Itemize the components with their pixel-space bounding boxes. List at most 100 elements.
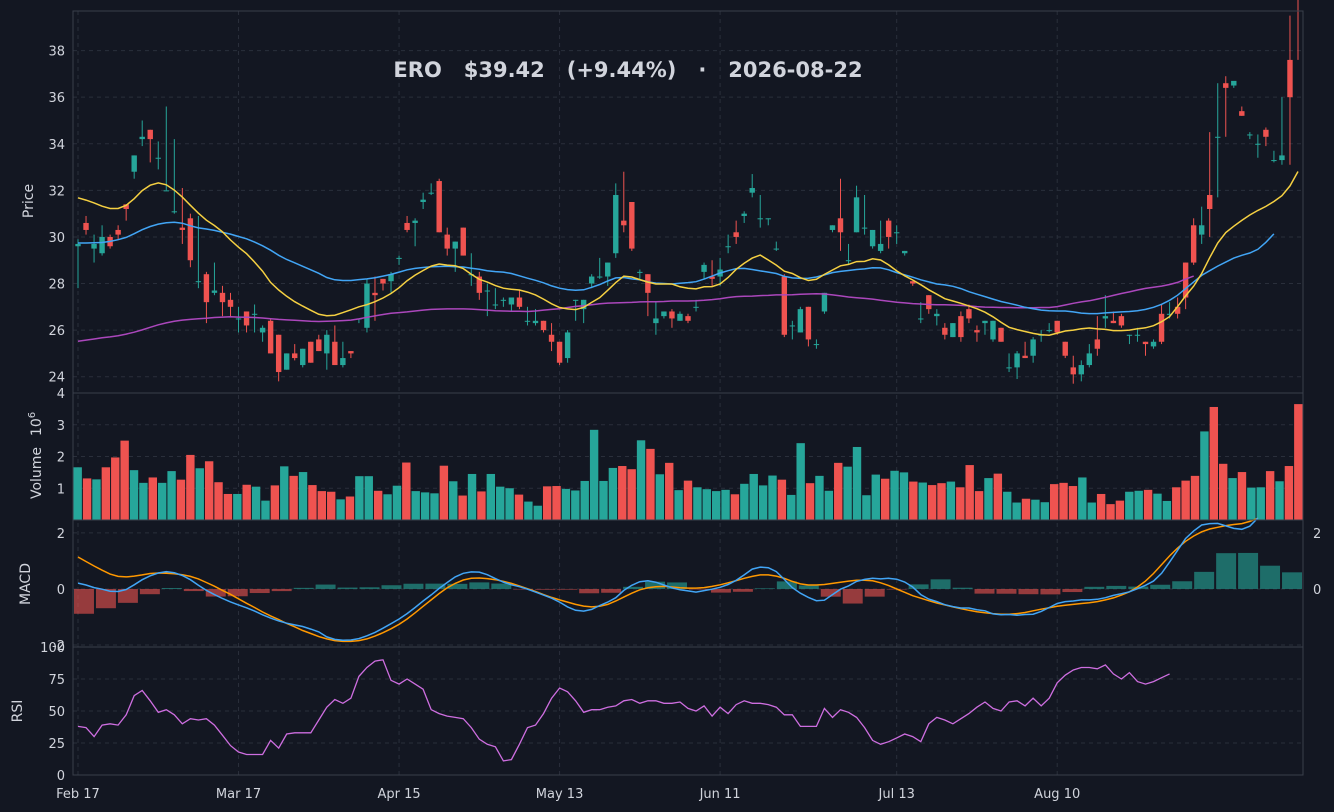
candle-body bbox=[1215, 136, 1221, 138]
volume-bar bbox=[787, 494, 796, 520]
volume-bar bbox=[683, 480, 693, 520]
candle-body bbox=[1102, 316, 1109, 319]
candle-body bbox=[789, 325, 796, 327]
candle-body bbox=[934, 313, 940, 317]
macd-histogram-bar bbox=[996, 588, 1017, 594]
candle-body bbox=[998, 327, 1004, 342]
volume-bar bbox=[1003, 491, 1012, 520]
macd-histogram-bar bbox=[425, 583, 446, 589]
volume-bar bbox=[317, 491, 327, 520]
candle-body bbox=[733, 232, 739, 237]
volume-bar bbox=[655, 474, 665, 520]
volume-bar bbox=[824, 490, 834, 520]
axis-ticks: Feb 17 Mar 17 Apr 15 May 13 Jun 11 Jul 13 Aug … bbox=[40, 45, 1321, 802]
candle-body bbox=[1118, 316, 1125, 326]
volume-bar bbox=[974, 491, 984, 520]
volume-bar bbox=[533, 505, 542, 520]
candle-body bbox=[693, 306, 699, 308]
candle-body bbox=[292, 353, 298, 359]
candle-body bbox=[187, 218, 194, 261]
x-tick-label: May 13 bbox=[536, 787, 584, 802]
volume-bar bbox=[1265, 471, 1275, 520]
rsi-axis-label: RSI bbox=[10, 700, 26, 723]
volume-tick-label: 3 bbox=[57, 419, 65, 434]
candle-body bbox=[364, 283, 370, 328]
candle-body bbox=[1190, 225, 1197, 263]
candle-body bbox=[701, 264, 707, 272]
sma-slow-line bbox=[77, 275, 1194, 343]
candle-body bbox=[420, 199, 426, 202]
candle-body bbox=[580, 299, 587, 310]
volume-bar bbox=[280, 466, 289, 520]
candle-body bbox=[1006, 367, 1012, 369]
macd-histogram-bar bbox=[623, 586, 644, 589]
candle-body bbox=[548, 334, 555, 342]
candle-body bbox=[275, 334, 282, 373]
macd-histogram-bar bbox=[1260, 565, 1281, 589]
macd-histogram-bar bbox=[95, 588, 116, 609]
macd-histogram-bar bbox=[183, 588, 204, 592]
macd-histogram-bar bbox=[1084, 586, 1105, 589]
macd-histogram-bar bbox=[820, 588, 841, 597]
macd-histogram bbox=[74, 552, 1302, 614]
volume-bar bbox=[289, 475, 298, 520]
candle-body bbox=[661, 311, 667, 317]
volume-bar bbox=[984, 478, 993, 520]
macd-histogram-bar bbox=[1062, 588, 1083, 593]
volume-bar bbox=[1294, 404, 1303, 520]
volume-bar bbox=[796, 443, 805, 520]
rsi-tick-label: 25 bbox=[48, 737, 65, 752]
candle-body bbox=[532, 320, 539, 324]
macd-histogram-bar bbox=[74, 588, 94, 614]
volume-bar bbox=[937, 483, 946, 520]
volume-bar bbox=[439, 465, 449, 520]
macd-histogram-bar bbox=[798, 585, 819, 589]
candle-body bbox=[990, 320, 996, 340]
volume-bar bbox=[711, 491, 721, 520]
candle-body bbox=[308, 341, 314, 363]
volume-bar bbox=[92, 479, 101, 520]
candle-body bbox=[910, 281, 916, 284]
volume-bar bbox=[852, 446, 862, 520]
volume-bar bbox=[430, 493, 439, 520]
macd-histogram-bar bbox=[535, 588, 556, 590]
volume-bar bbox=[336, 499, 345, 520]
volume-bar bbox=[233, 493, 242, 520]
x-tick-label: Aug 10 bbox=[1034, 787, 1080, 802]
volume-tick-label: 4 bbox=[57, 387, 65, 402]
candle-body bbox=[1158, 313, 1165, 342]
candle-body bbox=[1142, 341, 1149, 345]
candle-body bbox=[452, 241, 458, 249]
candle-body bbox=[1062, 341, 1068, 356]
macd-right-tick-label: 0 bbox=[1313, 583, 1321, 598]
volume-bar bbox=[693, 487, 702, 520]
volume-bar bbox=[1247, 487, 1256, 520]
macd-histogram-bar bbox=[139, 588, 160, 595]
candle-body bbox=[404, 222, 410, 230]
price-tick-label: 38 bbox=[48, 45, 65, 60]
candle-body bbox=[332, 341, 338, 366]
volume-bar bbox=[261, 500, 270, 520]
volume-bar bbox=[580, 480, 589, 520]
title-price: $39.42 bbox=[464, 58, 545, 82]
candle-body bbox=[572, 299, 579, 301]
rsi-tick-label: 0 bbox=[57, 769, 65, 784]
macd-histogram-bar bbox=[249, 588, 270, 594]
candle-body bbox=[869, 229, 876, 247]
title-ticker: ERO bbox=[393, 58, 441, 82]
volume-bar bbox=[270, 485, 280, 520]
candle-body bbox=[1086, 353, 1093, 366]
candle-body bbox=[1247, 134, 1253, 136]
volume-bar bbox=[890, 470, 899, 520]
macd-histogram-bar bbox=[1106, 585, 1127, 589]
macd-histogram-bar bbox=[337, 587, 358, 589]
volume-bar bbox=[571, 490, 580, 520]
volume-bar bbox=[777, 479, 787, 520]
candle-body bbox=[837, 218, 844, 233]
macd-histogram-bar bbox=[1216, 553, 1237, 589]
candle-body bbox=[163, 190, 169, 192]
volume-bar bbox=[646, 448, 655, 520]
candle-body bbox=[524, 320, 531, 322]
volume-bar bbox=[1049, 484, 1059, 520]
